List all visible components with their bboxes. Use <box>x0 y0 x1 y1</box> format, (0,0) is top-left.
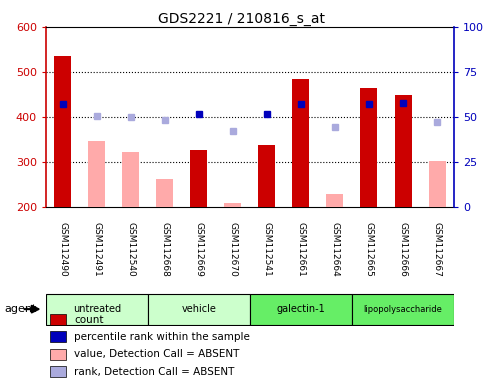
Bar <box>55 56 71 207</box>
Bar <box>225 203 242 207</box>
Bar <box>190 150 207 207</box>
Bar <box>327 194 343 207</box>
Text: untreated: untreated <box>73 304 121 314</box>
Text: percentile rank within the sample: percentile rank within the sample <box>74 332 250 342</box>
Bar <box>293 79 310 207</box>
Bar <box>88 141 105 207</box>
Text: GSM112666: GSM112666 <box>398 222 408 277</box>
Text: galectin-1: galectin-1 <box>277 304 326 314</box>
Bar <box>50 331 66 343</box>
Text: GSM112661: GSM112661 <box>297 222 305 277</box>
Bar <box>148 294 250 325</box>
Text: GSM112669: GSM112669 <box>195 222 203 277</box>
Text: GSM112670: GSM112670 <box>228 222 238 277</box>
Text: GSM112668: GSM112668 <box>160 222 170 277</box>
Text: count: count <box>74 314 104 325</box>
Bar <box>50 349 66 360</box>
Text: value, Detection Call = ABSENT: value, Detection Call = ABSENT <box>74 349 240 359</box>
Text: lipopolysaccharide: lipopolysaccharide <box>364 305 442 314</box>
Bar <box>50 366 66 377</box>
Text: GDS2221 / 210816_s_at: GDS2221 / 210816_s_at <box>158 12 325 25</box>
Text: vehicle: vehicle <box>182 304 216 314</box>
Text: GSM112491: GSM112491 <box>92 222 101 277</box>
Bar <box>156 179 173 207</box>
Bar <box>395 96 412 207</box>
Bar <box>428 161 445 207</box>
Text: GSM112665: GSM112665 <box>365 222 373 277</box>
Bar <box>360 88 378 207</box>
Bar <box>46 294 148 325</box>
Text: GSM112490: GSM112490 <box>58 222 68 277</box>
Text: GSM112664: GSM112664 <box>330 222 340 277</box>
Bar <box>250 294 352 325</box>
Bar <box>352 294 454 325</box>
Text: GSM112541: GSM112541 <box>262 222 271 277</box>
Text: GSM112540: GSM112540 <box>127 222 135 277</box>
Bar <box>258 145 275 207</box>
Text: agent: agent <box>5 304 37 314</box>
Text: GSM112667: GSM112667 <box>432 222 441 277</box>
Bar <box>50 314 66 325</box>
Bar <box>122 152 140 207</box>
Text: rank, Detection Call = ABSENT: rank, Detection Call = ABSENT <box>74 366 235 377</box>
